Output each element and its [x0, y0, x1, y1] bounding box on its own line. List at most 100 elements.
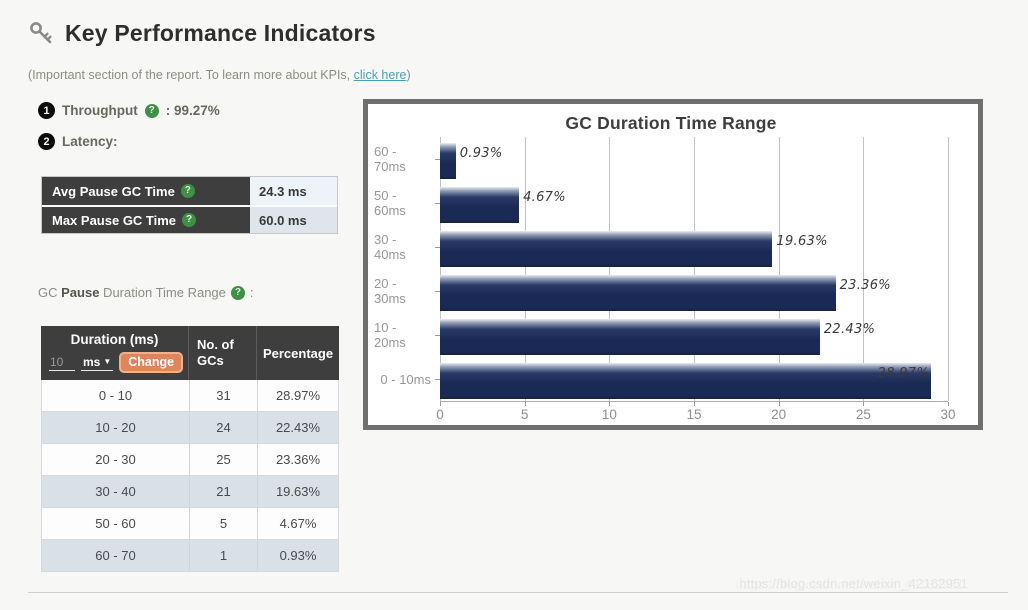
duration-cell: 10 - 20: [42, 412, 190, 443]
kpi-learn-more-link[interactable]: click here: [353, 68, 407, 82]
chart-bar-row: 19.63%: [440, 225, 948, 269]
percentage-cell: 28.97%: [275, 388, 321, 403]
chart-bars: 0.93% 4.67% 19.63% 23.36% 22.43% 28.97%: [440, 137, 948, 401]
latency-label: Latency:: [62, 134, 118, 149]
latency-label-text: Avg Pause GC Time: [52, 183, 175, 199]
gridline: [524, 137, 526, 401]
x-tick-mark: [948, 402, 949, 406]
y-tick-mark: [435, 158, 440, 160]
percentage-cell: 0.93%: [279, 548, 317, 563]
chart-bar[interactable]: [440, 363, 931, 399]
gc-duration-chart-panel: GC Duration Time Range 60 - 70ms 50 - 60m…: [363, 99, 983, 430]
chart-bar[interactable]: [440, 187, 520, 223]
percentage-column-header: Percentage: [262, 345, 334, 361]
x-tick-mark: [694, 402, 695, 406]
gridline: [609, 137, 611, 401]
percentage-cell: 22.43%: [275, 420, 321, 435]
x-tick-label: 15: [686, 407, 702, 422]
y-tick-mark: [435, 378, 440, 380]
chart-bar[interactable]: [440, 143, 456, 179]
y-axis-label: 10 - 20ms: [374, 313, 440, 357]
chart-bar-row: 22.43%: [440, 313, 948, 357]
gc-count-cell: 25: [190, 444, 258, 475]
x-tick-label: 30: [940, 407, 956, 422]
duration-cell: 60 - 70: [42, 540, 190, 571]
latency-row-label: Max Pause GC Time?: [42, 207, 250, 233]
x-tick-label: 5: [520, 407, 529, 422]
bottom-divider: [28, 592, 1008, 593]
bar-value-label: 0.93%: [459, 146, 503, 161]
duration-table-header: Duration (ms) ms▼ Change No. of GCs Perc…: [41, 326, 339, 380]
bar-value-label: 28.97%: [877, 366, 930, 381]
chart-plot-area: 0.93% 4.67% 19.63% 23.36% 22.43% 28.97% 0 5 10 1…: [436, 137, 968, 427]
x-tick-mark: [609, 402, 611, 406]
table-row: 20 - 30 25 23.36%: [41, 444, 339, 476]
y-axis-label: 20 - 30ms: [374, 269, 440, 313]
chart-bar[interactable]: [440, 231, 773, 267]
page-title: Key Performance Indicators: [65, 20, 376, 46]
duration-column-header: Duration (ms): [70, 332, 159, 347]
y-tick-mark: [435, 334, 440, 336]
duration-table-body: 0 - 10 31 28.97% 10 - 20 24 22.43% 20 - 30 25 23…: [41, 380, 339, 572]
x-tick-mark: [863, 402, 865, 406]
watermark-url: https://blog.csdn.net/weixin_42162951: [739, 576, 968, 591]
chart-bar[interactable]: [440, 275, 836, 311]
gc-count-cell: 5: [190, 508, 258, 539]
gc-pause-duration-table: Duration (ms) ms▼ Change No. of GCs Perc…: [41, 326, 339, 572]
latency-table-row: Max Pause GC Time? 60.0 ms: [42, 205, 337, 233]
gridline: [694, 137, 695, 401]
y-tick-mark: [435, 202, 440, 204]
y-axis-label: 60 - 70ms: [374, 137, 440, 181]
duration-cell: 20 - 30: [42, 444, 190, 475]
gridline: [863, 137, 865, 401]
duration-bucket-input[interactable]: [49, 354, 75, 371]
gridline: [948, 137, 949, 401]
latency-row-value: 60.0 ms: [250, 207, 337, 233]
duration-help-icon[interactable]: ?: [230, 285, 245, 300]
y-tick-mark: [435, 246, 440, 248]
y-axis-label: 50 - 60ms: [374, 181, 440, 225]
y-label-text: 50 - 60ms: [374, 188, 406, 218]
chart-bar-row: 0.93%: [440, 137, 948, 181]
y-label-text: 0 - 10ms: [380, 371, 431, 387]
chart-bar-row: 28.97%: [440, 357, 948, 401]
bar-value-label: 22.43%: [823, 322, 876, 337]
latency-row-value: 24.3 ms: [250, 177, 337, 205]
throughput-value: : 99.27%: [165, 103, 220, 118]
latency-label-text: Max Pause GC Time: [52, 212, 177, 228]
chart-x-axis: 0 5 10 15 20 25 30: [436, 401, 956, 427]
x-tick-mark: [524, 402, 526, 406]
x-tick-label: 10: [601, 407, 617, 422]
chart-title: GC Duration Time Range: [565, 113, 777, 133]
gc-count-cell: 24: [190, 412, 258, 443]
unit-select[interactable]: ms ▼: [81, 354, 114, 371]
gc-count-cell: 31: [190, 380, 258, 411]
chart-bar-row: 4.67%: [440, 181, 948, 225]
gc-pause-duration-heading: GC Pause Duration Time Range ? :: [38, 285, 254, 300]
y-tick-mark: [435, 290, 440, 292]
bar-value-label: 19.63%: [776, 234, 828, 249]
throughput-help-icon[interactable]: ?: [144, 103, 159, 118]
gridline: [778, 137, 780, 401]
gc-count-cell: 1: [190, 540, 258, 571]
x-tick-label: 0: [436, 407, 444, 422]
help-icon[interactable]: ?: [180, 184, 195, 198]
chevron-down-icon: ▼: [103, 357, 112, 366]
help-icon[interactable]: ?: [182, 213, 197, 227]
gridline: [440, 137, 441, 401]
badge-2: 2: [38, 133, 55, 150]
y-label-text: 60 - 70ms: [374, 144, 406, 174]
subtitle-text: (Important section of the report. To lea…: [28, 68, 354, 82]
chart-bar[interactable]: [440, 319, 820, 355]
chart-y-axis: 60 - 70ms 50 - 60ms 30 - 40ms 20 - 30ms 10 -…: [374, 137, 440, 427]
percentage-cell: 4.67%: [279, 516, 317, 531]
change-button[interactable]: Change: [119, 352, 184, 373]
no-of-gcs-column-header: No. of GCs: [189, 326, 257, 380]
page-header: Key Performance Indicators: [28, 20, 376, 47]
table-row: 50 - 60 5 4.67%: [41, 508, 339, 540]
latency-row: 2 Latency:: [38, 133, 118, 150]
key-icon: [28, 20, 55, 47]
y-label-text: 10 - 20ms: [374, 320, 406, 350]
subtitle: (Important section of the report. To lea…: [28, 68, 411, 82]
